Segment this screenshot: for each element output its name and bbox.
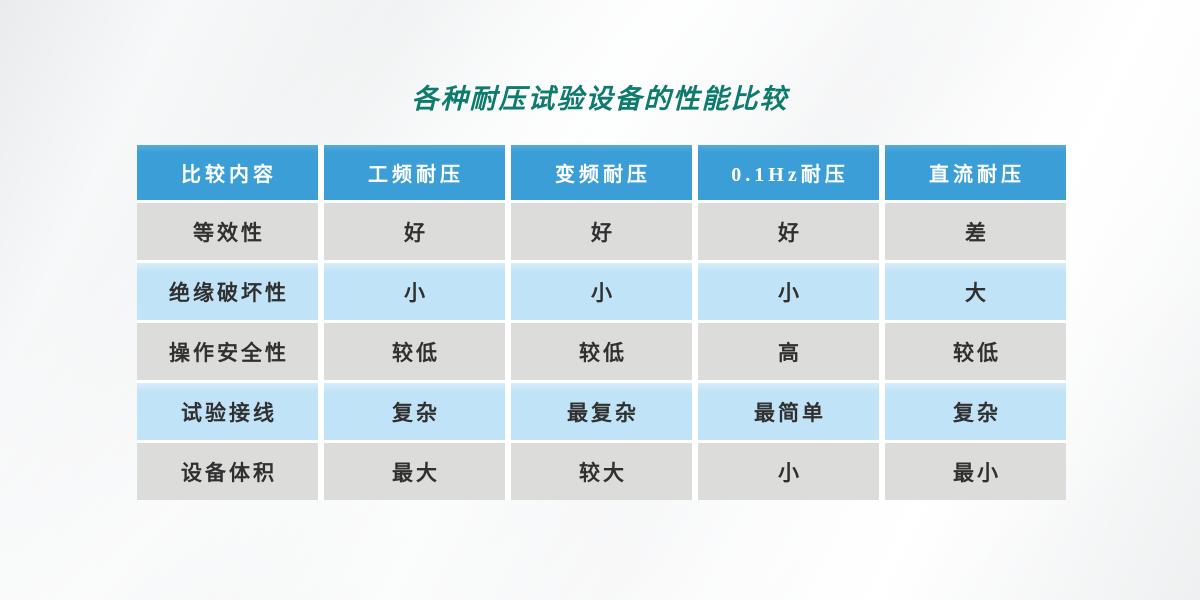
table-cell: 复杂 [324, 383, 505, 440]
table-cell: 小 [698, 443, 879, 500]
table-cell: 复杂 [885, 383, 1066, 440]
table-cell: 好 [511, 203, 692, 260]
table-cell: 小 [511, 263, 692, 320]
table-cell: 较低 [511, 323, 692, 380]
row-label-insulation-damage: 绝缘破坏性 [137, 263, 318, 320]
row-label-operation-safety: 操作安全性 [137, 323, 318, 380]
table-cell: 较大 [511, 443, 692, 500]
table-cell: 较低 [885, 323, 1066, 380]
table-cell: 差 [885, 203, 1066, 260]
table-cell: 最大 [324, 443, 505, 500]
page-title: 各种耐压试验设备的性能比较 [411, 84, 789, 114]
row-label-test-wiring: 试验接线 [137, 383, 318, 440]
table-cell: 小 [324, 263, 505, 320]
table-cell: 最复杂 [511, 383, 692, 440]
table-cell: 好 [324, 203, 505, 260]
row-label-equivalence: 等效性 [137, 203, 318, 260]
table-cell: 较低 [324, 323, 505, 380]
table-header-dc: 直流耐压 [885, 145, 1066, 200]
table-header-power-frequency: 工频耐压 [324, 145, 505, 200]
table-header-variable-frequency: 变频耐压 [511, 145, 692, 200]
table-cell: 小 [698, 263, 879, 320]
table-cell: 最小 [885, 443, 1066, 500]
table-cell: 最简单 [698, 383, 879, 440]
table-header-0-1hz: 0.1Hz耐压 [698, 145, 879, 200]
table-cell: 高 [698, 323, 879, 380]
table-cell: 大 [885, 263, 1066, 320]
table-cell: 好 [698, 203, 879, 260]
comparison-table: 比较内容 工频耐压 变频耐压 0.1Hz耐压 直流耐压 等效性 好 好 好 差 … [137, 145, 1066, 500]
row-label-equipment-volume: 设备体积 [137, 443, 318, 500]
table-header-compare-content: 比较内容 [137, 145, 318, 200]
